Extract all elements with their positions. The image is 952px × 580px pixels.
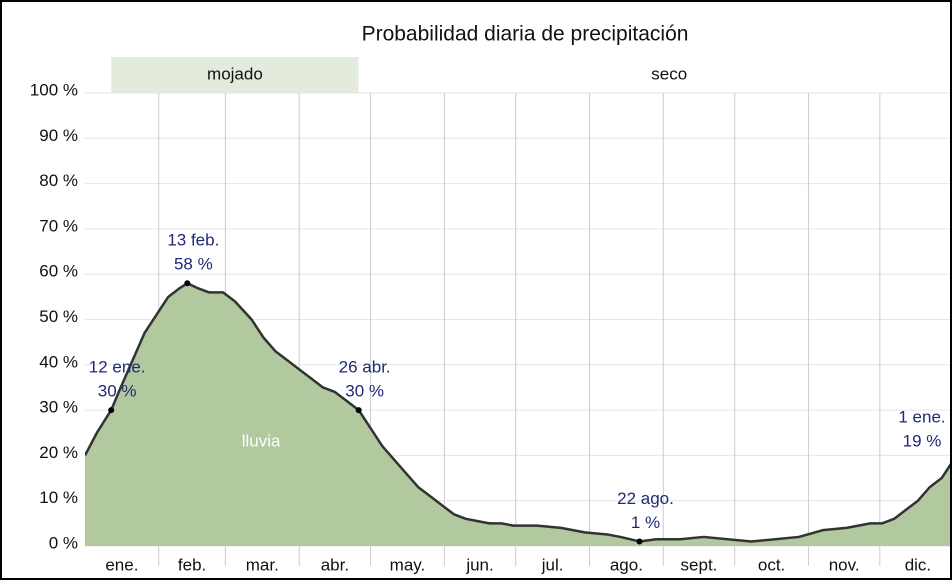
x-tick-label: oct. bbox=[758, 555, 785, 574]
y-tick-label: 90 % bbox=[39, 126, 78, 145]
x-tick-label: sept. bbox=[681, 555, 718, 574]
line bbox=[85, 282, 950, 543]
annotation-value: 19 % bbox=[903, 431, 942, 450]
x-tick-label: jul. bbox=[541, 555, 564, 574]
y-tick-label: 70 % bbox=[39, 216, 78, 235]
y-tick-label: 40 % bbox=[39, 352, 78, 371]
season-label: seco bbox=[651, 64, 687, 83]
annotation-date: 26 abr. bbox=[339, 358, 391, 377]
annotation-value: 30 % bbox=[98, 382, 137, 401]
annotation-point bbox=[636, 538, 643, 545]
x-tick-label: abr. bbox=[321, 555, 349, 574]
area bbox=[85, 283, 950, 546]
annotation-point bbox=[184, 280, 191, 287]
annotation-date: 1 ene. bbox=[898, 407, 945, 426]
chart-title: Probabilidad diaria de precipitación bbox=[362, 23, 689, 46]
annotation-value: 1 % bbox=[631, 513, 660, 532]
annotation-value: 30 % bbox=[345, 382, 384, 401]
annotation-date: 13 feb. bbox=[167, 231, 219, 250]
y-tick-label: 10 % bbox=[39, 488, 78, 507]
season-band bbox=[111, 57, 359, 93]
x-tick-label: jun. bbox=[465, 555, 493, 574]
y-tick-label: 30 % bbox=[39, 398, 78, 417]
season-label: mojado bbox=[207, 64, 263, 83]
y-tick-label: 100 % bbox=[30, 80, 78, 99]
x-tick-label: may. bbox=[390, 555, 426, 574]
x-tick-label: mar. bbox=[246, 555, 279, 574]
annotation-point bbox=[108, 407, 115, 414]
y-tick-label: 60 % bbox=[39, 262, 78, 281]
annotation-value: 58 % bbox=[174, 255, 213, 274]
y-tick-label: 50 % bbox=[39, 307, 78, 326]
series-label: lluvia bbox=[242, 431, 281, 450]
y-tick-label: 20 % bbox=[39, 443, 78, 462]
annotation-point bbox=[355, 407, 362, 414]
x-tick-label: dic. bbox=[905, 555, 931, 574]
x-tick-label: ene. bbox=[105, 555, 138, 574]
x-tick-label: nov. bbox=[829, 555, 860, 574]
season-band bbox=[358, 57, 950, 93]
y-tick-label: 0 % bbox=[49, 533, 78, 552]
y-tick-label: 80 % bbox=[39, 171, 78, 190]
x-tick-label: ago. bbox=[610, 555, 643, 574]
annotation-date: 22 ago. bbox=[617, 489, 674, 508]
annotation-date: 12 ene. bbox=[89, 358, 146, 377]
x-tick-label: feb. bbox=[178, 555, 206, 574]
